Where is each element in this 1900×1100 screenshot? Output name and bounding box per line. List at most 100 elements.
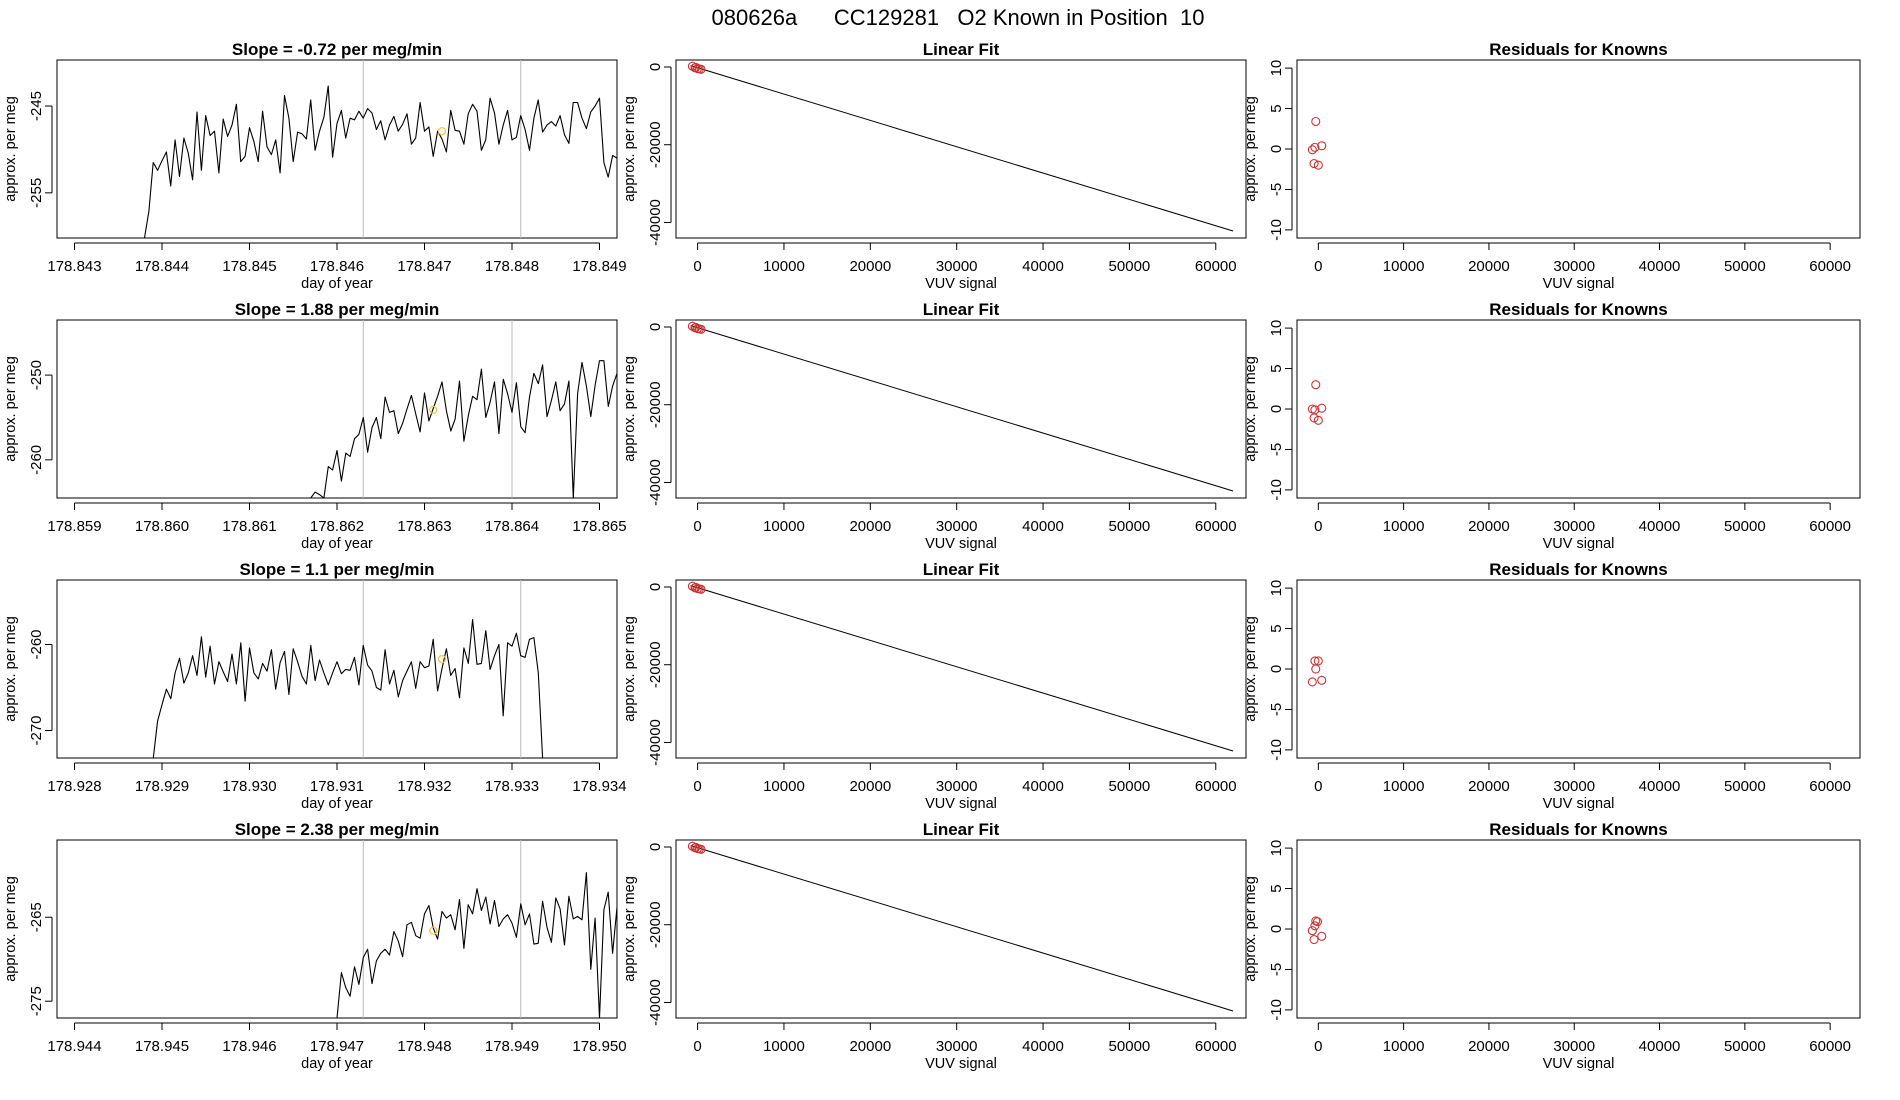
y-tick-label: -245 (28, 91, 45, 121)
x-tick-label: 178.934 (572, 778, 626, 795)
plot-frame (675, 59, 1247, 239)
x-tick-label: 40000 (1639, 258, 1681, 275)
x-tick-label: 178.930 (222, 778, 276, 795)
x-tick-label: 20000 (849, 258, 891, 275)
y-tick-label: -5 (1268, 703, 1285, 716)
x-tick-label: 60000 (1809, 518, 1851, 535)
x-tick-label: 40000 (1022, 1038, 1064, 1055)
panel-title: Linear Fit (923, 300, 1000, 319)
known-point (1317, 675, 1327, 685)
panel-5: Linear Fit 0 10000 20000 30000 40000 50000 6000… (622, 300, 1247, 552)
y-axis-label: approx. per meg (3, 616, 19, 722)
panel-title: Linear Fit (923, 40, 1000, 59)
x-tick-label: 30000 (936, 518, 978, 535)
plot-frame (1296, 839, 1861, 1019)
x-tick-label: 50000 (1109, 258, 1151, 275)
x-axis-label: VUV signal (925, 536, 997, 552)
x-tick-label: 178.861 (222, 518, 276, 535)
x-tick-label: 50000 (1724, 1038, 1766, 1055)
x-tick-label: 10000 (763, 778, 805, 795)
x-tick-label: 60000 (1809, 258, 1851, 275)
x-tick-label: 178.859 (47, 518, 101, 535)
x-axis-label: day of year (301, 536, 373, 552)
plot-area (1307, 916, 1327, 945)
plot-area (687, 321, 1234, 492)
plot-frame (675, 319, 1247, 499)
known-point (1307, 926, 1317, 936)
x-tick-label: 0 (1314, 518, 1322, 535)
known-point (696, 64, 706, 74)
x-tick-label: 178.948 (397, 1038, 451, 1055)
x-axis-label: VUV signal (1543, 536, 1615, 552)
y-tick-label: 5 (1268, 624, 1285, 632)
panel-7: Slope = 1.1 per meg/min 178.928 178.929 178… (3, 560, 627, 812)
highlight-point (437, 127, 447, 136)
x-tick-label: 50000 (1109, 518, 1151, 535)
known-point (1317, 403, 1327, 413)
panel-title: Slope = -0.72 per meg/min (232, 40, 442, 59)
y-axis-label: approx. per meg (1243, 96, 1259, 202)
x-axis-label: day of year (301, 1056, 373, 1072)
x-tick-label: 50000 (1109, 1038, 1151, 1055)
y-axis-label: approx. per meg (622, 616, 638, 722)
y-tick-label: -10 (1268, 479, 1285, 501)
x-tick-label: 178.949 (485, 1038, 539, 1055)
x-tick-label: 60000 (1195, 778, 1237, 795)
x-tick-label: 30000 (1553, 1038, 1595, 1055)
y-tick-label: -20000 (647, 121, 664, 168)
y-axis-label: approx. per meg (3, 96, 19, 202)
y-tick-label: -5 (1268, 183, 1285, 196)
x-tick-label: 10000 (1383, 1038, 1425, 1055)
fit-line (690, 845, 1234, 1012)
panel-10: Slope = 2.38 per meg/min 178.944 178.945 17… (3, 820, 627, 1072)
x-tick-label: 178.944 (47, 1038, 101, 1055)
known-point (691, 842, 701, 852)
x-tick-label: 178.862 (310, 518, 364, 535)
x-tick-label: 60000 (1195, 258, 1237, 275)
y-tick-label: -5 (1268, 963, 1285, 976)
x-tick-label: 40000 (1639, 1038, 1681, 1055)
highlight-point (437, 655, 447, 664)
panel-4: Slope = 1.88 per meg/min 178.859 178.860 17… (3, 300, 627, 552)
y-tick-label: 5 (1268, 884, 1285, 892)
plot-frame (675, 579, 1247, 759)
panel-title: Slope = 1.1 per meg/min (239, 560, 434, 579)
y-tick-label: 10 (1268, 580, 1285, 597)
panel-11: Linear Fit 0 10000 20000 30000 40000 50000 6000… (622, 820, 1247, 1072)
y-tick-label: 0 (647, 583, 664, 591)
y-tick-label: 5 (1268, 104, 1285, 112)
y-tick-label: -255 (28, 178, 45, 208)
y-tick-label: -40000 (647, 459, 664, 506)
x-tick-label: 0 (693, 518, 701, 535)
highlight-point (429, 405, 438, 414)
panel-12: Residuals for Knowns 0 10000 20000 30000 4000… (1243, 820, 1861, 1072)
x-tick-label: 178.945 (135, 1038, 189, 1055)
y-tick-label: -260 (28, 445, 45, 475)
x-tick-label: 60000 (1195, 518, 1237, 535)
y-tick-label: -20000 (647, 641, 664, 688)
y-tick-label: -250 (28, 360, 45, 390)
page-title: 080626a CC129281 O2 Known in Position 10 (712, 5, 1205, 30)
y-tick-label: -10 (1268, 739, 1285, 761)
fit-line (690, 585, 1234, 752)
panel-title: Slope = 2.38 per meg/min (235, 820, 440, 839)
plot-area (687, 61, 1234, 232)
x-tick-label: 0 (1314, 258, 1322, 275)
x-tick-label: 178.950 (572, 1038, 626, 1055)
y-tick-label: 0 (647, 843, 664, 851)
x-tick-label: 178.864 (485, 518, 539, 535)
x-tick-label: 30000 (936, 1038, 978, 1055)
known-point (696, 584, 706, 594)
y-axis-label: approx. per meg (3, 876, 19, 982)
x-tick-label: 40000 (1639, 778, 1681, 795)
x-tick-label: 10000 (763, 518, 805, 535)
plot-frame (56, 59, 618, 239)
x-tick-label: 10000 (1383, 778, 1425, 795)
x-tick-label: 178.847 (397, 258, 451, 275)
y-tick-label: 10 (1268, 60, 1285, 77)
x-tick-label: 50000 (1724, 518, 1766, 535)
panel-3: Residuals for Knowns 0 10000 20000 30000 4000… (1243, 40, 1861, 292)
known-point (691, 62, 701, 72)
x-axis-label: day of year (301, 276, 373, 292)
x-tick-label: 10000 (763, 258, 805, 275)
